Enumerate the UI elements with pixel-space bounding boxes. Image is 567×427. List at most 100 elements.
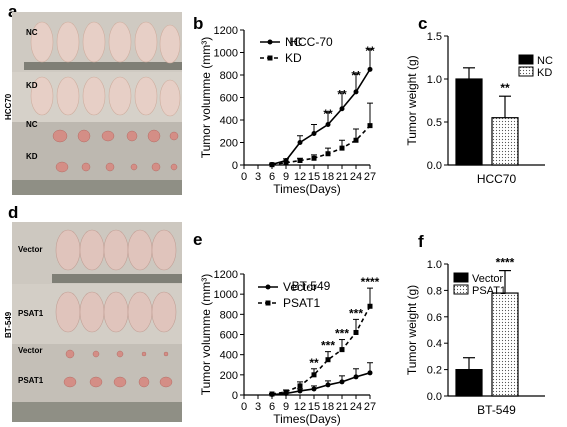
e-significance: *** xyxy=(335,327,349,341)
e-y-tick-label: 1200 xyxy=(214,269,238,281)
c-y-tick-label: 1.0 xyxy=(427,74,442,86)
photo-bt549-row-vector: Vector xyxy=(18,245,43,254)
c-y-label: Tumor weight (g) xyxy=(405,55,419,145)
c-y-tick-label: 0.5 xyxy=(427,117,442,129)
e-legend-label: Vector xyxy=(283,280,317,294)
b-y-tick-label: 600 xyxy=(220,93,238,105)
b-point xyxy=(283,160,289,166)
photo-bt549-row-psat1-tumor: PSAT1 xyxy=(18,376,44,385)
b-point xyxy=(269,162,275,168)
b-legend-label: KD xyxy=(285,51,302,65)
b-x-tick-label: 15 xyxy=(308,171,320,183)
e-y-label: Tumor volumme (mm³) xyxy=(199,274,213,396)
b-significance: ** xyxy=(365,44,375,58)
f-y-tick-label: 0.6 xyxy=(427,312,442,324)
e-legend-marker xyxy=(265,284,271,290)
f-legend-label: Vector xyxy=(472,273,504,285)
f-y-tick-label: 0.0 xyxy=(427,391,442,403)
b-y-tick-label: 0 xyxy=(232,160,238,172)
panel-letter-c: c xyxy=(418,14,428,33)
e-x-tick-label: 3 xyxy=(255,401,261,413)
b-title: HCC-70 xyxy=(289,35,333,49)
e-significance: ** xyxy=(309,356,319,370)
e-x-tick-label: 15 xyxy=(308,401,320,413)
photo-hcc70-row-kd: KD xyxy=(26,81,38,90)
photo-bt549-row-psat1: PSAT1 xyxy=(18,309,44,318)
b-y-label: Tumor volumme (mm³) xyxy=(199,37,213,159)
c-y-tick-label: 1.5 xyxy=(427,31,442,43)
f-x-label: BT-549 xyxy=(477,403,516,417)
b-point xyxy=(339,106,345,112)
e-point xyxy=(353,374,359,380)
b-y-tick-label: 800 xyxy=(220,70,238,82)
e-significance: *** xyxy=(349,306,363,320)
b-point xyxy=(297,140,303,145)
e-title: BT-549 xyxy=(292,279,331,293)
e-x-tick-label: 21 xyxy=(336,401,348,413)
b-x-tick-label: 9 xyxy=(283,171,289,183)
photo-bt549 xyxy=(12,222,182,422)
panel-letter-a: a xyxy=(8,2,17,22)
e-y-tick-label: 0 xyxy=(232,390,238,402)
c-legend-label: KD xyxy=(537,67,552,79)
e-legend-marker xyxy=(265,300,271,306)
b-point xyxy=(297,158,303,163)
c-legend-label: NC xyxy=(537,55,553,67)
f-legend-swatch xyxy=(453,272,469,283)
panel-letter-d: d xyxy=(8,203,19,222)
c-y-tick-label: 0.0 xyxy=(427,160,442,172)
b-legend-label: NC xyxy=(285,35,303,49)
e-y-tick-label: 200 xyxy=(220,370,238,382)
b-point xyxy=(367,66,373,72)
e-point xyxy=(325,382,331,388)
b-x-tick-label: 3 xyxy=(255,171,261,183)
f-y-tick-label: 0.2 xyxy=(427,365,442,377)
e-point xyxy=(339,379,345,385)
e-y-tick-label: 800 xyxy=(220,309,238,321)
e-y-tick-label: 1000 xyxy=(214,289,238,301)
b-legend-marker xyxy=(267,55,273,61)
b-point xyxy=(339,145,345,151)
e-point xyxy=(353,329,359,335)
b-x-tick-label: 27 xyxy=(364,171,376,183)
e-point xyxy=(311,372,317,378)
e-point xyxy=(325,357,331,363)
b-y-tick-label: 200 xyxy=(220,138,238,150)
e-x-tick-label: 0 xyxy=(241,401,247,413)
e-point xyxy=(269,391,275,397)
f-legend-swatch xyxy=(453,284,469,295)
b-legend-marker xyxy=(267,39,273,45)
b-x-tick-label: 6 xyxy=(269,171,275,183)
f-legend-label: PSAT1 xyxy=(472,285,506,297)
b-point xyxy=(353,89,359,95)
b-point xyxy=(311,155,317,161)
e-point xyxy=(297,383,303,389)
c-legend-swatch xyxy=(518,66,534,77)
e-point xyxy=(311,386,317,392)
photo-bt549-row-vector-tumor: Vector xyxy=(18,346,43,355)
f-y-label: Tumor weight (g) xyxy=(405,285,419,375)
b-y-tick-label: 1000 xyxy=(214,48,238,60)
e-y-tick-label: 600 xyxy=(220,330,238,342)
f-y-tick-label: 1.0 xyxy=(427,259,442,271)
c-significance: ** xyxy=(500,81,510,95)
b-y-tick-label: 400 xyxy=(220,115,238,127)
b-x-tick-label: 18 xyxy=(322,171,334,183)
c-bar xyxy=(455,78,483,166)
e-x-tick-label: 24 xyxy=(350,401,362,413)
e-x-label: Times(Days) xyxy=(273,412,341,426)
b-significance: ** xyxy=(351,69,361,83)
e-significance: *** xyxy=(321,339,335,353)
e-point xyxy=(339,347,345,353)
f-y-tick-label: 0.8 xyxy=(427,285,442,297)
b-point xyxy=(311,131,317,136)
b-significance: ** xyxy=(323,107,333,121)
e-point xyxy=(367,303,373,309)
e-y-tick-label: 400 xyxy=(220,350,238,362)
b-x-tick-label: 12 xyxy=(294,171,306,183)
photo-hcc70 xyxy=(12,12,182,195)
panel-letter-f: f xyxy=(418,232,424,251)
e-legend-label: PSAT1 xyxy=(283,296,320,310)
